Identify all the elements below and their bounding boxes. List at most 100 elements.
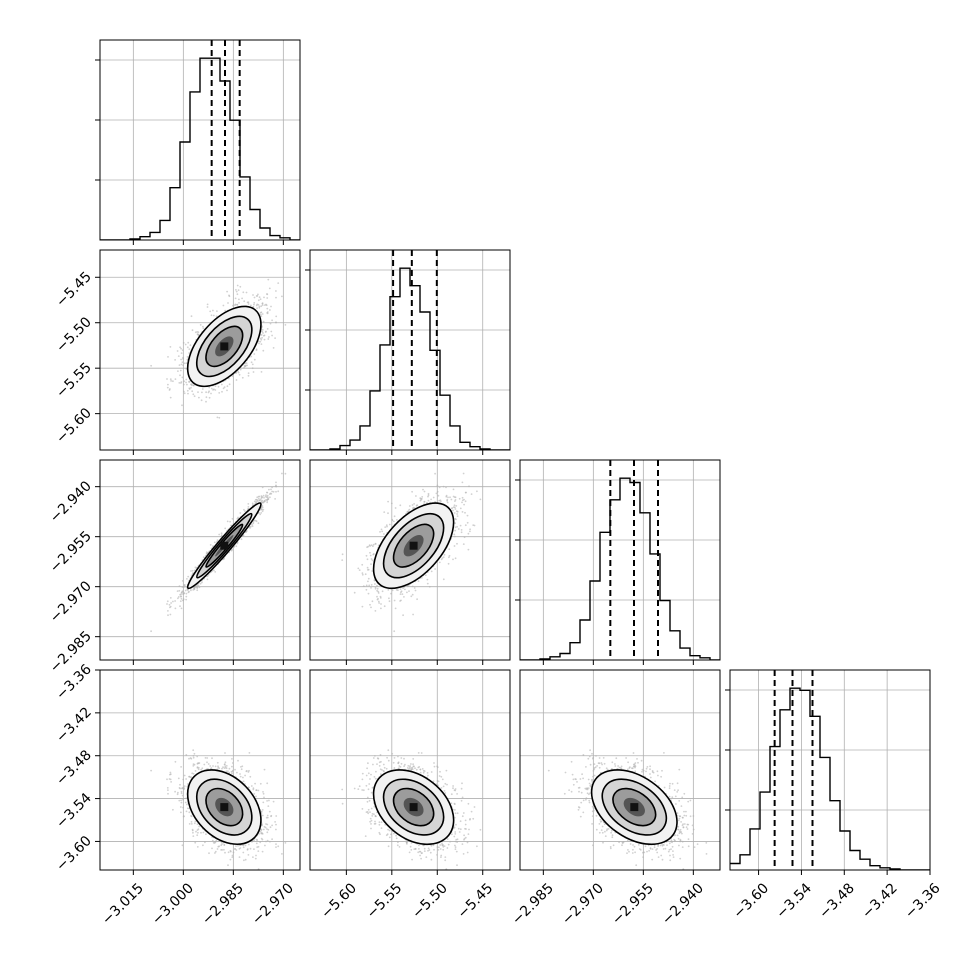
sample-point	[263, 497, 265, 499]
sample-point	[253, 371, 255, 373]
sample-point	[216, 310, 218, 312]
sample-point	[150, 630, 152, 632]
sample-point	[250, 526, 252, 528]
sample-point	[258, 343, 260, 345]
sample-point	[271, 335, 273, 337]
sample-point	[224, 528, 226, 530]
density-peak	[220, 542, 228, 550]
sample-point	[260, 305, 262, 307]
sample-point	[250, 356, 252, 358]
sample-point	[170, 602, 172, 604]
sample-point	[181, 352, 183, 354]
sample-point	[179, 594, 181, 596]
sample-point	[266, 308, 268, 310]
sample-point	[213, 388, 215, 390]
sample-point	[263, 501, 265, 503]
sample-point	[257, 500, 259, 502]
sample-point	[242, 377, 244, 379]
sample-point	[187, 356, 189, 358]
sample-point	[265, 331, 267, 333]
sample-point	[271, 319, 273, 321]
sample-point	[461, 502, 463, 504]
sample-point	[252, 367, 254, 369]
density-peak	[220, 342, 228, 350]
sample-point	[201, 392, 203, 394]
sample-point	[285, 324, 287, 326]
sample-point	[221, 532, 223, 534]
scatter-panel-2-0	[100, 460, 300, 660]
sample-point	[256, 499, 258, 501]
sample-point	[226, 291, 228, 293]
sample-point	[196, 585, 198, 587]
sample-point	[187, 393, 189, 395]
sample-point	[215, 385, 217, 387]
sample-point	[192, 393, 194, 395]
sample-point	[183, 593, 185, 595]
sample-point	[178, 596, 180, 598]
sample-point	[207, 306, 209, 308]
sample-point	[263, 335, 265, 337]
sample-point	[262, 350, 264, 352]
sample-point	[227, 521, 229, 523]
sample-point	[170, 378, 172, 380]
sample-point	[267, 279, 269, 281]
sample-point	[211, 388, 213, 390]
sample-point	[261, 371, 263, 373]
sample-point	[198, 585, 200, 587]
sample-point	[172, 380, 174, 382]
sample-point	[192, 329, 194, 331]
sample-point	[262, 509, 264, 511]
sample-point	[218, 392, 220, 394]
sample-point	[265, 499, 267, 501]
sample-point	[209, 397, 211, 399]
sample-point	[221, 391, 223, 393]
sample-point	[270, 306, 272, 308]
sample-point	[462, 497, 464, 499]
sample-point	[238, 302, 240, 304]
sample-point	[251, 524, 253, 526]
sample-point	[252, 503, 254, 505]
sample-point	[240, 369, 242, 371]
sample-point	[236, 291, 238, 293]
sample-point	[378, 602, 380, 604]
sample-point	[237, 285, 239, 287]
sample-point	[182, 377, 184, 379]
sample-point	[243, 300, 245, 302]
sample-point	[256, 349, 258, 351]
sample-point	[268, 336, 270, 338]
sample-point	[270, 489, 272, 491]
sample-point	[177, 590, 179, 592]
sample-point	[265, 494, 267, 496]
sample-point	[262, 313, 264, 315]
sample-point	[260, 499, 262, 501]
sample-point	[197, 391, 199, 393]
sample-point	[188, 387, 190, 389]
sample-point	[256, 304, 258, 306]
sample-point	[218, 417, 220, 419]
sample-point	[218, 386, 220, 388]
sample-point	[184, 362, 186, 364]
sample-point	[181, 404, 183, 406]
sample-point	[172, 601, 174, 603]
sample-point	[221, 384, 223, 386]
sample-point	[239, 512, 241, 514]
sample-point	[186, 384, 188, 386]
sample-point	[184, 392, 186, 394]
sample-point	[263, 495, 265, 497]
sample-point	[208, 390, 210, 392]
sample-point	[236, 304, 238, 306]
sample-point	[235, 545, 237, 547]
sample-point	[387, 501, 389, 503]
sample-point	[391, 519, 393, 521]
sample-point	[196, 331, 198, 333]
sample-point	[183, 342, 185, 344]
sample-point	[185, 590, 187, 592]
sample-point	[229, 521, 231, 523]
sample-point	[178, 590, 180, 592]
sample-point	[185, 599, 187, 601]
sample-point	[274, 337, 276, 339]
sample-point	[182, 586, 184, 588]
sample-point	[443, 486, 445, 488]
sample-point	[174, 359, 176, 361]
sample-point	[262, 329, 264, 331]
